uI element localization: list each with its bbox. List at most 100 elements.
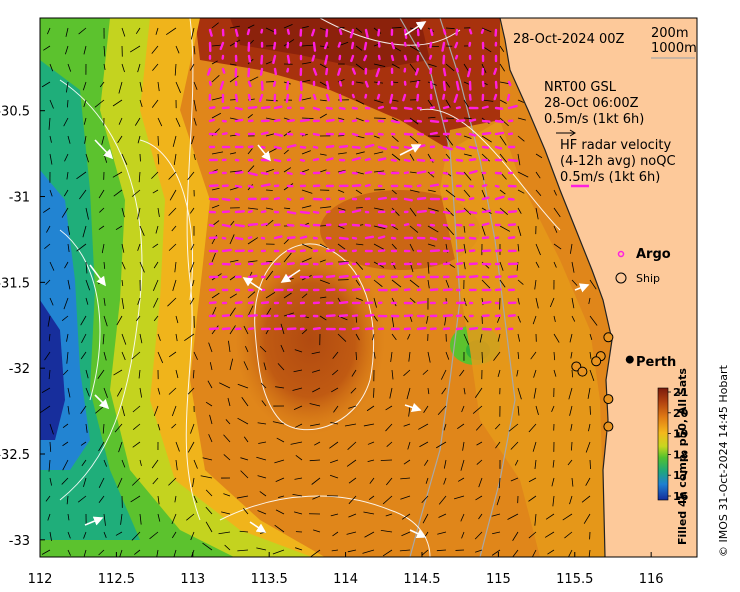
hf-vector (247, 210, 253, 214)
gsl-vector (569, 243, 573, 254)
gsl-vector (498, 477, 501, 489)
gsl-vector (211, 22, 219, 29)
hf-vector (234, 197, 240, 201)
gsl-vector (440, 369, 447, 380)
gsl-vector (553, 225, 558, 233)
gsl-vector (445, 207, 454, 217)
gsl-vector (103, 297, 106, 306)
hf-vector (453, 93, 459, 103)
hf-vector (442, 105, 450, 110)
hf-vector (208, 184, 219, 188)
gsl-vector (332, 351, 339, 359)
hf-vector (221, 197, 231, 202)
gsl-vector (117, 477, 123, 488)
hf-vector (507, 275, 518, 279)
gsl-vector (82, 225, 87, 238)
gsl-vector (247, 305, 254, 317)
gsl-vector (191, 135, 195, 145)
gsl-vector (294, 477, 303, 480)
gsl-vector (437, 405, 447, 416)
gsl-vector (499, 207, 508, 216)
gsl-vector (193, 81, 198, 90)
gsl-vector (312, 495, 321, 500)
gsl-vector (152, 63, 159, 71)
gsl-vector (98, 189, 105, 199)
gsl-vector (274, 524, 285, 533)
hf-vector (481, 222, 490, 227)
gsl-vector (137, 243, 141, 251)
gsl-vector (427, 225, 439, 233)
gsl-vector (275, 386, 285, 389)
x-axis: 112 112.5 113 113.5 114 114.5 115 115.5 116 (28, 552, 664, 587)
gsl-vector (171, 513, 177, 525)
gsl-vector (272, 421, 285, 425)
gsl-vector (61, 207, 69, 218)
gsl-vector (190, 531, 195, 541)
hf-vector (377, 105, 385, 110)
gsl-vector (175, 117, 181, 127)
hf-vector (364, 170, 373, 175)
gsl-vector (517, 297, 520, 305)
hf-vector (481, 132, 492, 136)
hf-vector (403, 288, 411, 292)
gsl-vector (492, 531, 501, 535)
gsl-vector (551, 405, 555, 412)
gsl-vector (61, 477, 69, 485)
gsl-vector (481, 225, 486, 236)
gsl-vector (517, 99, 524, 103)
gsl-vector (174, 261, 177, 273)
hf-vector (507, 80, 512, 87)
gsl-vector (103, 459, 108, 467)
gsl-vector (80, 315, 87, 326)
hf-vector (377, 145, 388, 151)
gsl-vector (283, 239, 289, 245)
gsl-vector (463, 171, 472, 181)
gsl-vector (309, 459, 321, 462)
gsl-vector (301, 205, 312, 209)
x-tick-label: 115.5 (556, 572, 593, 587)
gsl-vector (463, 297, 467, 306)
hf-vector (325, 118, 335, 123)
hf-vector (403, 223, 410, 227)
gsl-vector (355, 207, 363, 209)
gsl-vector (265, 61, 272, 65)
gsl-vector (187, 441, 195, 453)
gsl-vector (528, 477, 537, 483)
gsl-vector (245, 346, 249, 353)
hf-vector (208, 106, 216, 110)
gsl-vector (67, 513, 70, 521)
gsl-vector (499, 153, 507, 163)
gsl-vector (237, 383, 249, 389)
gsl-vector (348, 495, 357, 505)
hf-vector (260, 183, 271, 188)
hf-vector (350, 54, 355, 63)
gsl-vector (497, 369, 501, 377)
hf-vector (494, 210, 504, 214)
gsl-vector (355, 45, 363, 51)
hf-vector (272, 54, 277, 65)
hf-vector (390, 41, 396, 50)
gsl-vector (517, 387, 522, 400)
gsl-vector (168, 477, 177, 486)
gsl-vector (517, 171, 529, 178)
gsl-vector (99, 207, 105, 213)
gsl-vector (409, 63, 418, 74)
gsl-vector (419, 441, 429, 448)
gsl-vector (134, 549, 141, 555)
hf-vector (403, 197, 413, 202)
hf-vector (325, 249, 336, 253)
gsl-vector (571, 279, 578, 286)
hf-vector (208, 223, 215, 228)
gsl-vector (263, 362, 267, 371)
gsl-vector (211, 74, 220, 83)
gsl-vector (355, 99, 365, 105)
gsl-vector (157, 333, 161, 341)
gsl-vector (258, 441, 267, 444)
gsl-vector (445, 27, 455, 30)
hf-vector (468, 158, 477, 162)
hf-vector (234, 236, 244, 241)
gsl-vector (533, 369, 537, 378)
gsl-vector (373, 151, 384, 155)
current-arrow (257, 144, 271, 162)
